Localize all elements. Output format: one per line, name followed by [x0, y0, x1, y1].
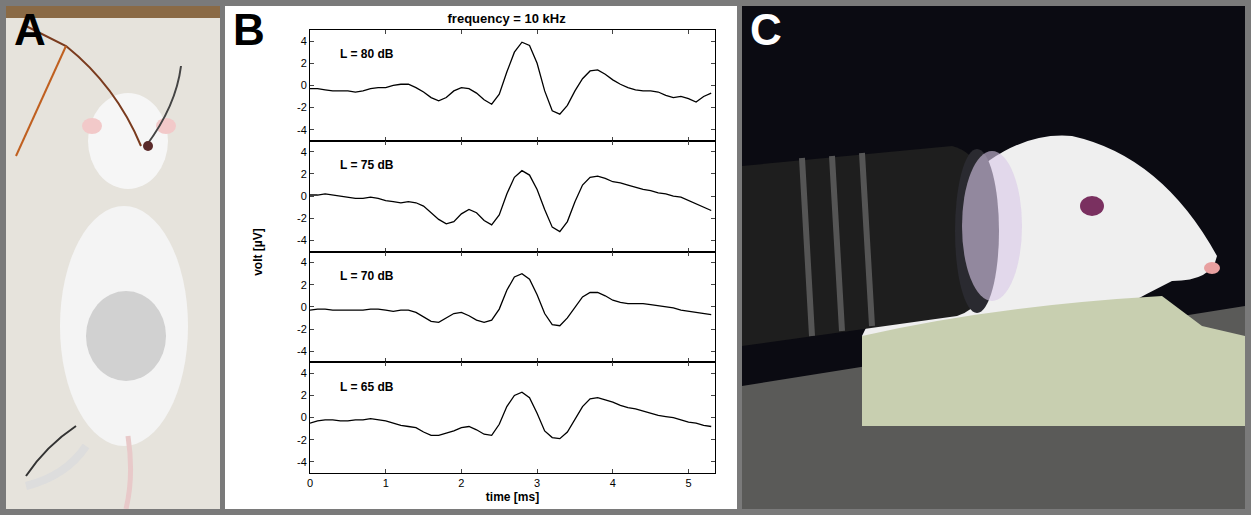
svg-text:frequency = 10 kHz: frequency = 10 kHz [448, 11, 567, 26]
svg-text:0: 0 [301, 79, 307, 91]
svg-text:0: 0 [301, 190, 307, 202]
svg-text:-2: -2 [297, 323, 307, 335]
svg-text:L = 70 dB: L = 70 dB [340, 269, 394, 283]
svg-text:0: 0 [301, 411, 307, 423]
svg-text:2: 2 [301, 57, 307, 69]
svg-text:-4: -4 [297, 124, 307, 136]
svg-text:4: 4 [610, 477, 616, 489]
html-text:B: B [233, 5, 265, 54]
svg-text:2: 2 [301, 389, 307, 401]
html-text:A: A [14, 5, 46, 54]
svg-text:0: 0 [307, 477, 313, 489]
svg-text:-2: -2 [297, 212, 307, 224]
svg-text:2: 2 [458, 477, 464, 489]
svg-text:L = 75 dB: L = 75 dB [340, 158, 394, 172]
svg-text:L = 65 dB: L = 65 dB [340, 380, 394, 394]
svg-text:L = 80 dB: L = 80 dB [340, 47, 394, 61]
svg-text:2: 2 [301, 168, 307, 180]
svg-text:0: 0 [301, 301, 307, 313]
svg-text:3: 3 [534, 477, 540, 489]
html-text:C: C [750, 5, 782, 54]
svg-text:4: 4 [301, 146, 307, 158]
svg-text:-4: -4 [297, 234, 307, 246]
svg-text:5: 5 [685, 477, 691, 489]
svg-text:4: 4 [301, 35, 307, 47]
svg-text:-4: -4 [297, 345, 307, 357]
svg-text:2: 2 [301, 279, 307, 291]
svg-text:4: 4 [301, 367, 307, 379]
svg-text:-4: -4 [297, 456, 307, 468]
svg-text:time [ms]: time [ms] [486, 490, 539, 504]
svg-text:-2: -2 [297, 101, 307, 113]
svg-text:-2: -2 [297, 434, 307, 446]
svg-text:1: 1 [383, 477, 389, 489]
svg-text:4: 4 [301, 256, 307, 268]
svg-text:volt [µV]: volt [µV] [251, 228, 265, 276]
